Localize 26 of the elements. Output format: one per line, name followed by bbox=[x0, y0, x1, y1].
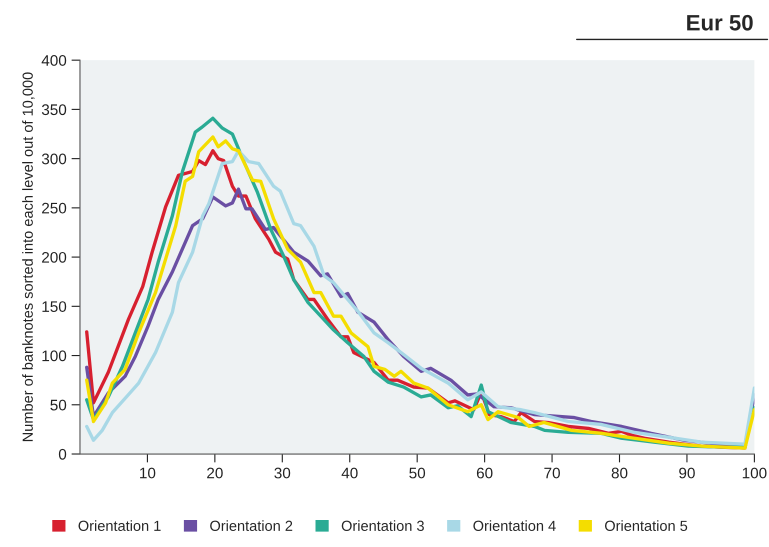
x-tick-label: 80 bbox=[612, 468, 628, 478]
y-tick-label: 150 bbox=[42, 301, 66, 312]
y-tick-label: 200 bbox=[42, 252, 66, 263]
y-tick-label: 50 bbox=[50, 400, 66, 410]
y-tick-label: 100 bbox=[42, 350, 66, 362]
x-tick-label: 60 bbox=[476, 468, 493, 478]
legend-label: Orientation 1 bbox=[78, 520, 161, 531]
y-tick-label: 250 bbox=[42, 202, 66, 214]
y-tick-label: 400 bbox=[42, 55, 66, 66]
x-tick-label: 30 bbox=[274, 468, 290, 478]
x-tick-label: 50 bbox=[409, 468, 426, 478]
x-tick-label: 20 bbox=[207, 468, 223, 478]
x-tick-label: 100 bbox=[742, 468, 767, 478]
y-axis-title: Number of banknotes sorted into each level out of 10,000 bbox=[22, 72, 35, 442]
legend-label: Orientation 5 bbox=[604, 520, 688, 531]
x-tick-label: 70 bbox=[544, 468, 560, 478]
legend-label: Orientation 3 bbox=[342, 520, 424, 531]
y-tick-label: 350 bbox=[42, 104, 66, 116]
x-tick-label: 90 bbox=[679, 468, 695, 478]
legend-label: Orientation 4 bbox=[473, 520, 556, 531]
x-tick-label: 10 bbox=[140, 468, 156, 478]
x-tick-label: 40 bbox=[342, 468, 358, 478]
y-tick-label: 0 bbox=[58, 448, 66, 460]
chart-title: Eur 50 bbox=[687, 14, 753, 31]
y-tick-label: 300 bbox=[42, 154, 66, 164]
legend-label: Orientation 2 bbox=[210, 520, 292, 531]
